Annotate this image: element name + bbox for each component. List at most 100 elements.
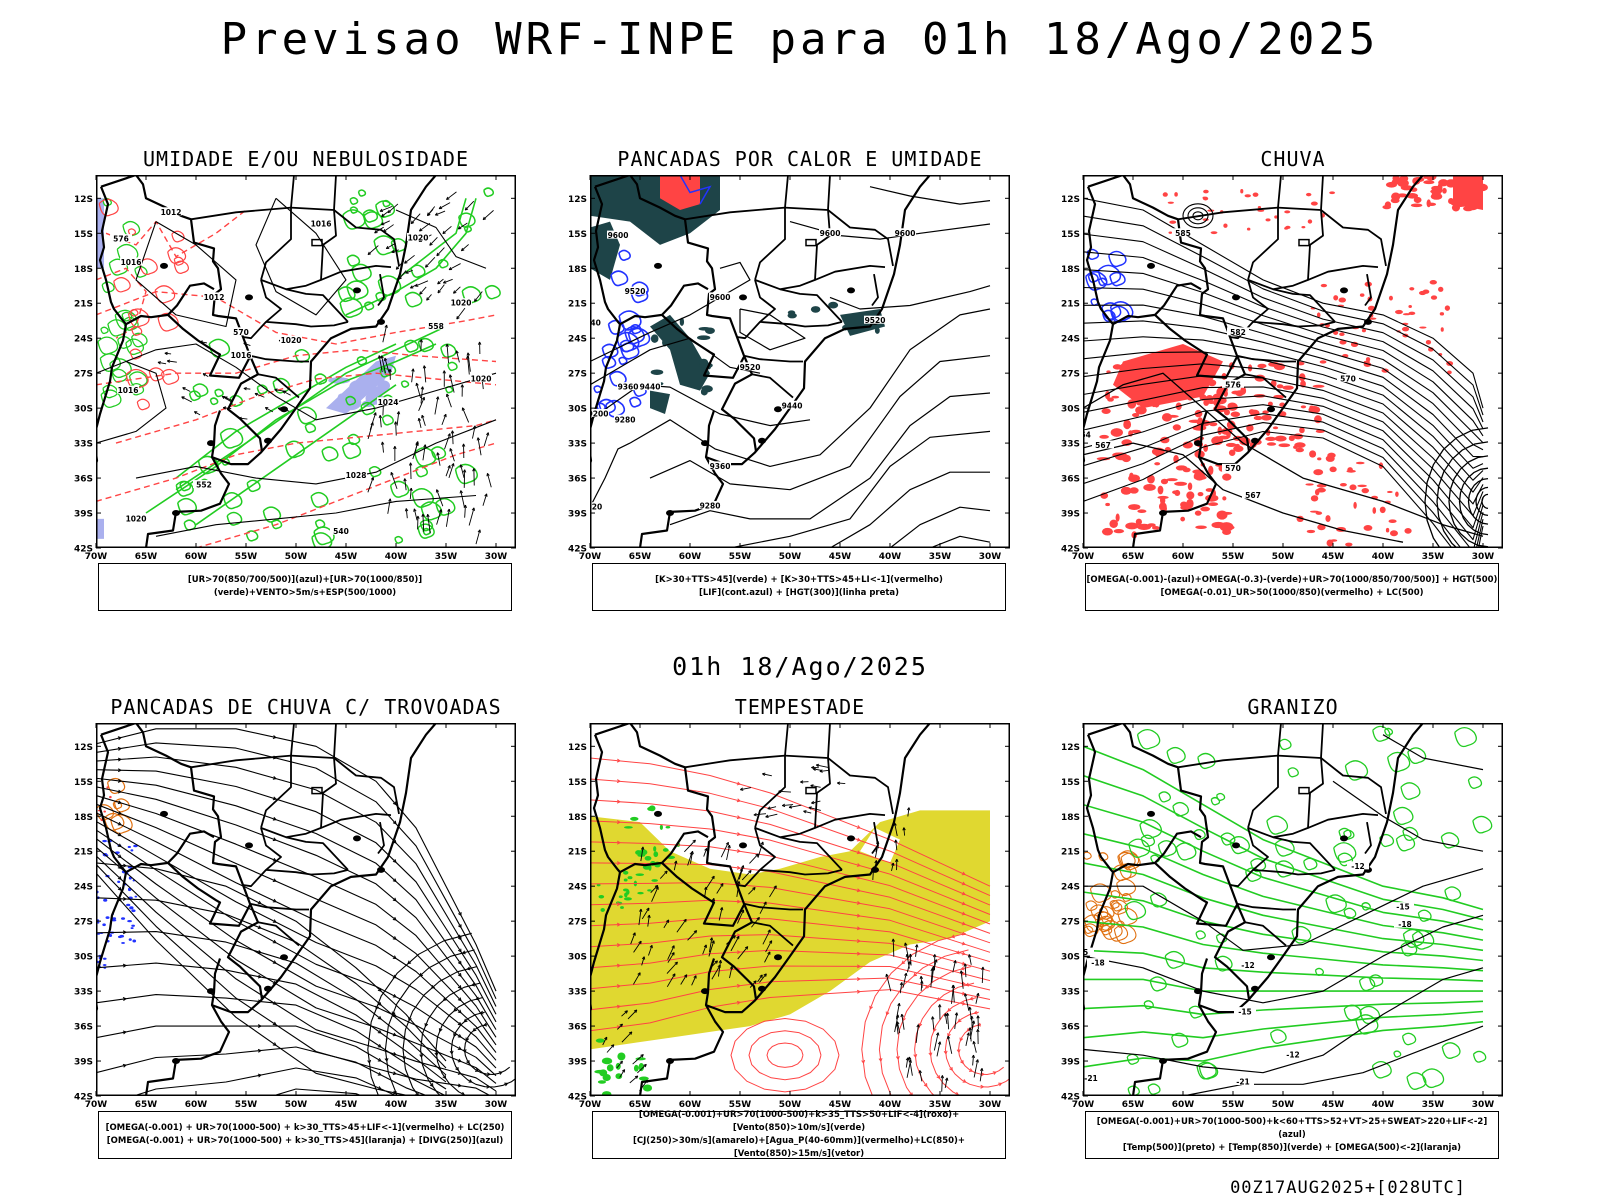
lon-tick-label: 45W xyxy=(335,552,358,562)
contour-label: 9600 xyxy=(710,293,731,302)
lon-tick-label: 30W xyxy=(485,552,508,562)
lat-tick-label: 15S xyxy=(74,230,93,240)
panel-title: GRANIZO xyxy=(1247,695,1339,719)
lat-tick-label: 36S xyxy=(568,475,587,485)
lat-tick-label: 21S xyxy=(1061,848,1080,858)
lat-tick-label: 27S xyxy=(568,370,587,380)
lat-tick-label: 42S xyxy=(74,545,93,555)
lon-tick-label: 55W xyxy=(1222,552,1245,562)
legend-line: [OMEGA(-0.001) + UR>70(1000-500) + k>30_… xyxy=(105,1123,505,1133)
lon-tick-label: 65W xyxy=(135,1100,158,1110)
legend-line: [UR>70(850/700/500)](azul)+[UR>70(1000/8… xyxy=(187,575,423,598)
contour-label: -15 xyxy=(1396,903,1410,912)
lat-tick-label: 39S xyxy=(74,510,93,520)
contour-label: 1024 xyxy=(378,398,399,407)
lat-tick-label: 21S xyxy=(1061,300,1080,310)
panel-title: UMIDADE E/OU NEBULOSIDADE xyxy=(142,147,470,171)
contour-label: 585 xyxy=(1175,229,1191,238)
lon-tick-label: 50W xyxy=(1272,1100,1295,1110)
lat-tick-label: 24S xyxy=(1061,883,1080,893)
lon-tick-label: 70W xyxy=(85,1100,108,1110)
lon-tick-label: 65W xyxy=(135,552,158,562)
contour-label: 1020 xyxy=(471,374,492,383)
contour-label: 1020 xyxy=(451,299,472,308)
lon-tick-label: 45W xyxy=(829,552,852,562)
lon-tick-label: 35W xyxy=(435,552,458,562)
lat-tick-label: 21S xyxy=(568,300,587,310)
lon-tick-label: 30W xyxy=(485,1100,508,1110)
contour-label: 1012 xyxy=(204,293,225,302)
lon-tick-label: 35W xyxy=(929,552,952,562)
lon-tick-label: 40W xyxy=(385,552,408,562)
lon-tick-label: 50W xyxy=(779,1100,802,1110)
lon-tick-label: 65W xyxy=(629,1100,652,1110)
contour-label: 9280 xyxy=(615,415,636,424)
contour-label: 1016 xyxy=(118,386,139,395)
lat-tick-label: 36S xyxy=(74,1023,93,1033)
contour-label: -21 xyxy=(1236,1078,1250,1087)
lat-tick-label: 27S xyxy=(1061,918,1080,928)
lon-tick-label: 40W xyxy=(1372,552,1395,562)
contour-label: 20 xyxy=(592,503,602,512)
map-umidade: 1012 1016 1020 1016 1012 1020 1016 1020 1024 1016… xyxy=(74,175,516,562)
contour-label: 1016 xyxy=(121,258,142,267)
lat-tick-label: 36S xyxy=(1061,475,1080,485)
contour-label: 15 xyxy=(1078,948,1088,957)
lon-tick-label: 55W xyxy=(729,1100,752,1110)
legend-line: [LIF](cont.azul) + [HGT(300)](linha pret… xyxy=(698,588,900,598)
lat-tick-label: 27S xyxy=(568,918,587,928)
contour-label: 1016 xyxy=(311,219,332,228)
lon-tick-label: 45W xyxy=(829,1100,852,1110)
lon-tick-label: 50W xyxy=(1272,552,1295,562)
contour-label: -18 xyxy=(1398,920,1412,929)
legend-box: [K>30+TTS>45](verde) + [K>30+TTS>45+LI<-… xyxy=(592,563,1006,611)
lon-tick-label: 40W xyxy=(1372,1100,1395,1110)
contour-label: 570 xyxy=(233,328,249,337)
contour-label: -15 xyxy=(1238,1008,1252,1017)
lat-tick-label: 18S xyxy=(1061,265,1080,275)
lon-tick-label: 70W xyxy=(1072,1100,1095,1110)
lat-tick-label: 42S xyxy=(1061,1093,1080,1103)
contour-label: -12 xyxy=(1241,961,1255,970)
contour-label: 9200 xyxy=(588,409,609,418)
lat-tick-label: 39S xyxy=(568,1058,587,1068)
contour-label: 567 xyxy=(1095,441,1111,450)
lat-tick-label: 33S xyxy=(568,440,587,450)
lat-tick-label: 21S xyxy=(568,848,587,858)
lat-tick-label: 33S xyxy=(1061,988,1080,998)
lat-tick-label: 15S xyxy=(1061,778,1080,788)
map-tempestade: 12S 15S 18S 21S 24S 27S 30S 33S 36S 39S 42S 70W 65W 6… xyxy=(568,723,1010,1110)
lat-tick-label: 39S xyxy=(568,510,587,520)
map-pancadas-trovoadas: 12S 15S 18S 21S 24S 27S 30S 33S 36S 39S 42S 70W 65W 6… xyxy=(74,723,516,1110)
contour-label: 540 xyxy=(333,527,349,536)
lon-tick-label: 60W xyxy=(185,1100,208,1110)
legend-box: [UR>70(850/700/500)](azul)+[UR>70(1000/8… xyxy=(98,563,512,611)
legend-line: [OMEGA(-0.001)-(azul)+OMEGA(-0.3)-(verde… xyxy=(1086,575,1498,585)
lon-tick-label: 65W xyxy=(1122,552,1145,562)
lon-tick-label: 70W xyxy=(579,552,602,562)
lon-tick-label: 35W xyxy=(435,1100,458,1110)
lon-tick-label: 60W xyxy=(1172,1100,1195,1110)
lat-tick-label: 12S xyxy=(1061,743,1080,753)
lat-tick-label: 24S xyxy=(74,883,93,893)
contour-label: 9520 xyxy=(625,287,646,296)
lon-tick-label: 55W xyxy=(1222,1100,1245,1110)
lon-tick-label: 55W xyxy=(235,552,258,562)
lon-tick-label: 60W xyxy=(1172,552,1195,562)
legend-line: [K>30+TTS>45](verde) + [K>30+TTS>45+LI<-… xyxy=(655,575,943,585)
lat-tick-label: 27S xyxy=(74,370,93,380)
legend-box: [OMEGA(-0.001) + UR>70(1000-500) + k>30_… xyxy=(98,1111,512,1159)
contour-label: 9280 xyxy=(700,502,721,511)
lat-tick-label: 12S xyxy=(74,743,93,753)
lon-tick-label: 35W xyxy=(1422,1100,1445,1110)
contour-label: 9360 xyxy=(618,383,639,392)
lat-tick-label: 36S xyxy=(74,475,93,485)
lat-tick-label: 33S xyxy=(74,988,93,998)
lat-tick-label: 15S xyxy=(74,778,93,788)
legend-line: [OMEGA(-0.001)+UR>70(1000-500)+k<60+TTS>… xyxy=(1096,1116,1488,1140)
contour-label: 9520 xyxy=(740,363,761,372)
lat-tick-label: 33S xyxy=(74,440,93,450)
map-granizo: -12 -15 -18 -18 -12 -15 -21 -21 -12 15 12S 15S 18S 21… xyxy=(1061,723,1503,1110)
lon-tick-label: 35W xyxy=(1422,552,1445,562)
lon-tick-label: 60W xyxy=(679,552,702,562)
